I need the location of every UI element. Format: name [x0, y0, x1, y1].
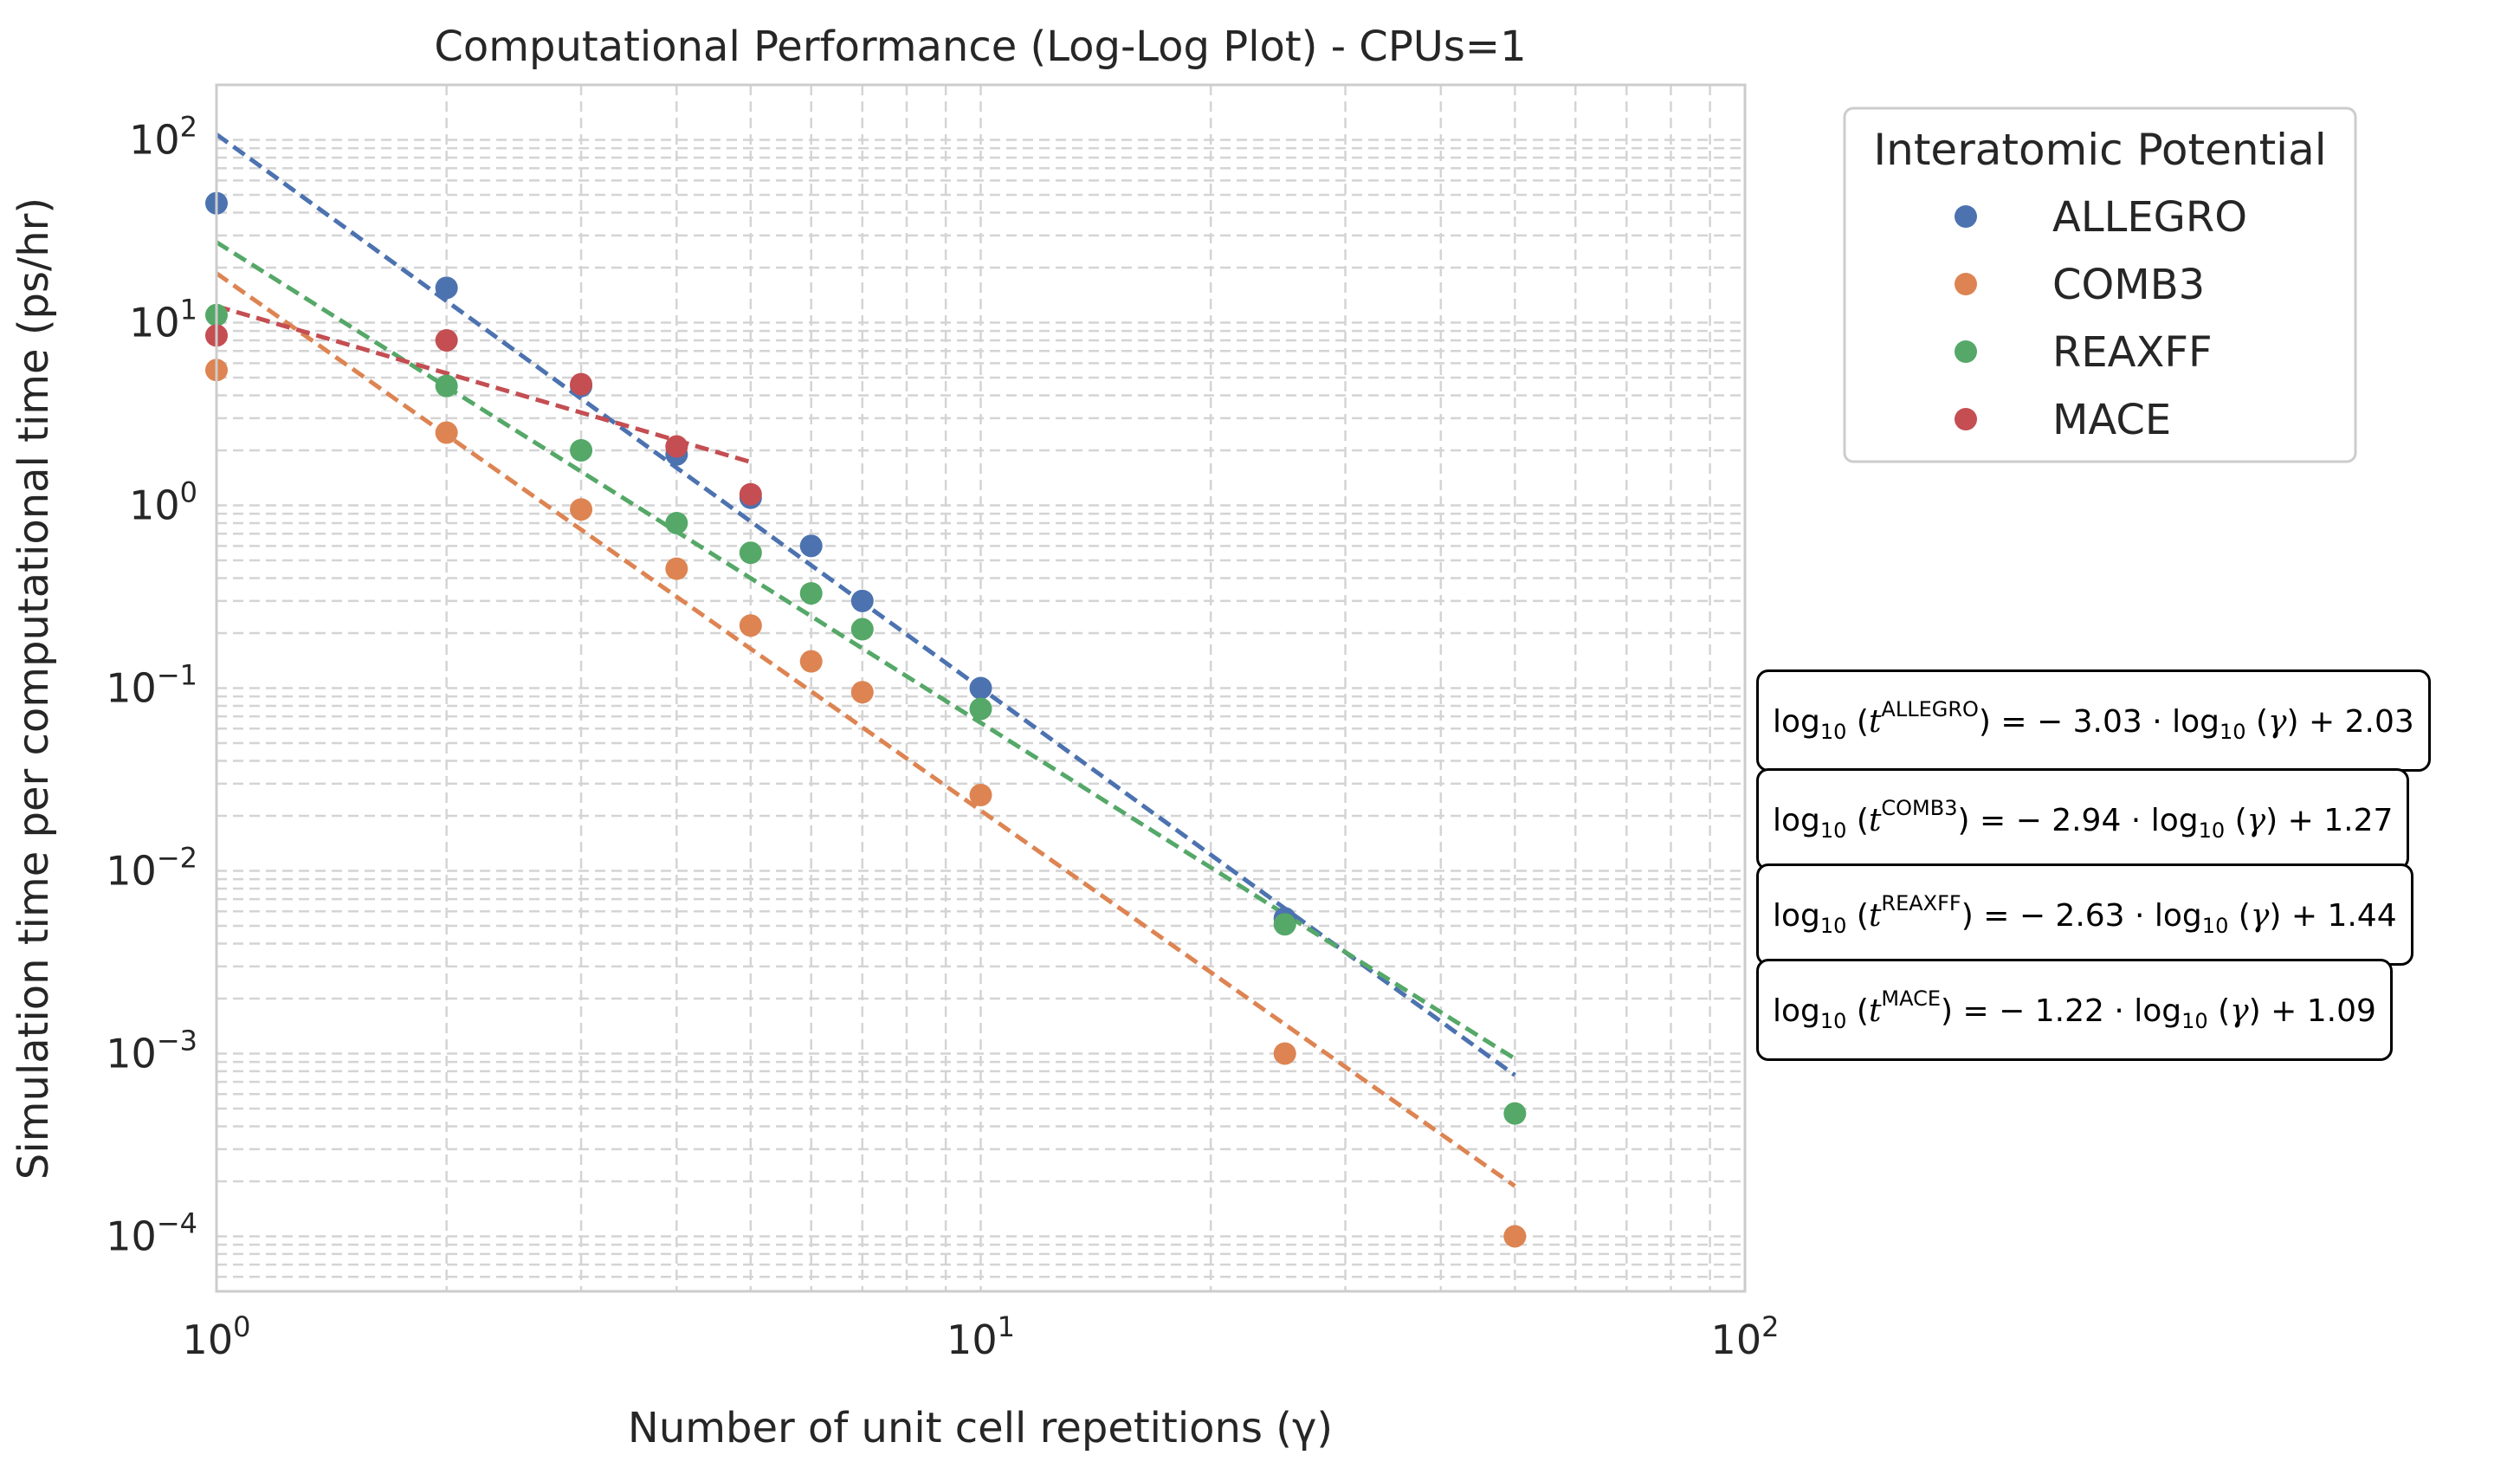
fit-equation-allegro: log10 (tALLEGRO) = − 3.03 · log10 (γ) + …: [1756, 669, 2431, 772]
data-point-reaxff: [739, 541, 762, 565]
fit-line-mace: [216, 304, 752, 464]
data-point-comb3: [665, 557, 688, 580]
data-point-comb3: [1503, 1225, 1527, 1248]
legend-marker-comb3: [1955, 273, 1977, 295]
data-point-comb3: [1273, 1042, 1296, 1065]
data-point-reaxff: [665, 511, 688, 534]
y-tick-label: 10−3: [106, 1024, 197, 1077]
y-tick-label: 101: [129, 294, 197, 346]
x-tick-label: 100: [183, 1310, 251, 1363]
data-points: [205, 191, 1527, 1248]
data-point-comb3: [850, 681, 874, 704]
data-point-comb3: [435, 421, 458, 444]
plot-frame: [215, 83, 1747, 1293]
data-point-reaxff: [435, 374, 458, 398]
x-axis-label: Number of unit cell repetitions (γ): [628, 1404, 1333, 1452]
y-tick-label: 10−2: [106, 841, 197, 894]
data-point-reaxff: [799, 582, 823, 605]
data-point-reaxff: [969, 697, 992, 721]
data-point-reaxff: [1273, 913, 1296, 936]
fit-equation-comb3: log10 (tCOMB3) = − 2.94 · log10 (γ) + 1.…: [1756, 768, 2410, 870]
fit-equation-mace: log10 (tMACE) = − 1.22 · log10 (γ) + 1.0…: [1756, 959, 2393, 1061]
legend-label-reaxff: REAXFF: [2052, 328, 2213, 377]
data-point-comb3: [739, 614, 762, 637]
legend-label-comb3: COMB3: [2052, 261, 2205, 309]
y-tick-label: 102: [129, 111, 197, 164]
legend-frame: [1843, 107, 2357, 463]
data-point-reaxff: [570, 438, 593, 462]
data-point-reaxff: [1503, 1102, 1527, 1125]
legend-title: Interatomic Potential: [1873, 125, 2326, 175]
chart-title: Computational Performance (Log-Log Plot)…: [434, 23, 1526, 71]
x-tick-labels: 100 101 102: [183, 1310, 1780, 1363]
data-point-mace: [665, 435, 688, 458]
legend: Interatomic Potential ALLEGRO COMB3 REAXFF…: [1843, 107, 2357, 463]
x-tick-label: 101: [947, 1310, 1015, 1363]
y-tick-label: 10−1: [106, 659, 197, 712]
data-point-comb3: [969, 783, 992, 806]
fit-equation-reaxff: log10 (tREAXFF) = − 2.63 · log10 (γ) + 1…: [1756, 863, 2413, 966]
fit-lines: [215, 133, 1516, 1188]
data-point-allegro: [969, 676, 992, 700]
data-point-reaxff: [850, 618, 874, 641]
legend-marker-allegro: [1955, 205, 1977, 228]
fit-line-comb3: [215, 271, 1516, 1188]
y-tick-label: 10−4: [106, 1206, 197, 1259]
legend-label-mace: MACE: [2052, 396, 2171, 444]
data-point-mace: [435, 328, 458, 352]
legend-marker-reaxff: [1955, 340, 1977, 363]
x-tick-label: 102: [1711, 1310, 1780, 1363]
y-axis-label: Simulation time per computational time (…: [10, 197, 58, 1180]
data-point-mace: [570, 372, 593, 396]
y-tick-labels: 10−4 10−3 10−2 10−1 100 101 102: [106, 111, 197, 1260]
data-point-allegro: [435, 276, 458, 300]
data-point-allegro: [850, 589, 874, 612]
data-point-mace: [739, 482, 762, 506]
fit-line-reaxff: [215, 240, 1516, 1061]
data-point-allegro: [799, 534, 823, 558]
data-point-comb3: [799, 650, 823, 673]
legend-label-allegro: ALLEGRO: [2052, 193, 2247, 242]
legend-marker-mace: [1955, 408, 1977, 430]
y-tick-label: 100: [129, 476, 197, 529]
data-point-comb3: [570, 498, 593, 521]
